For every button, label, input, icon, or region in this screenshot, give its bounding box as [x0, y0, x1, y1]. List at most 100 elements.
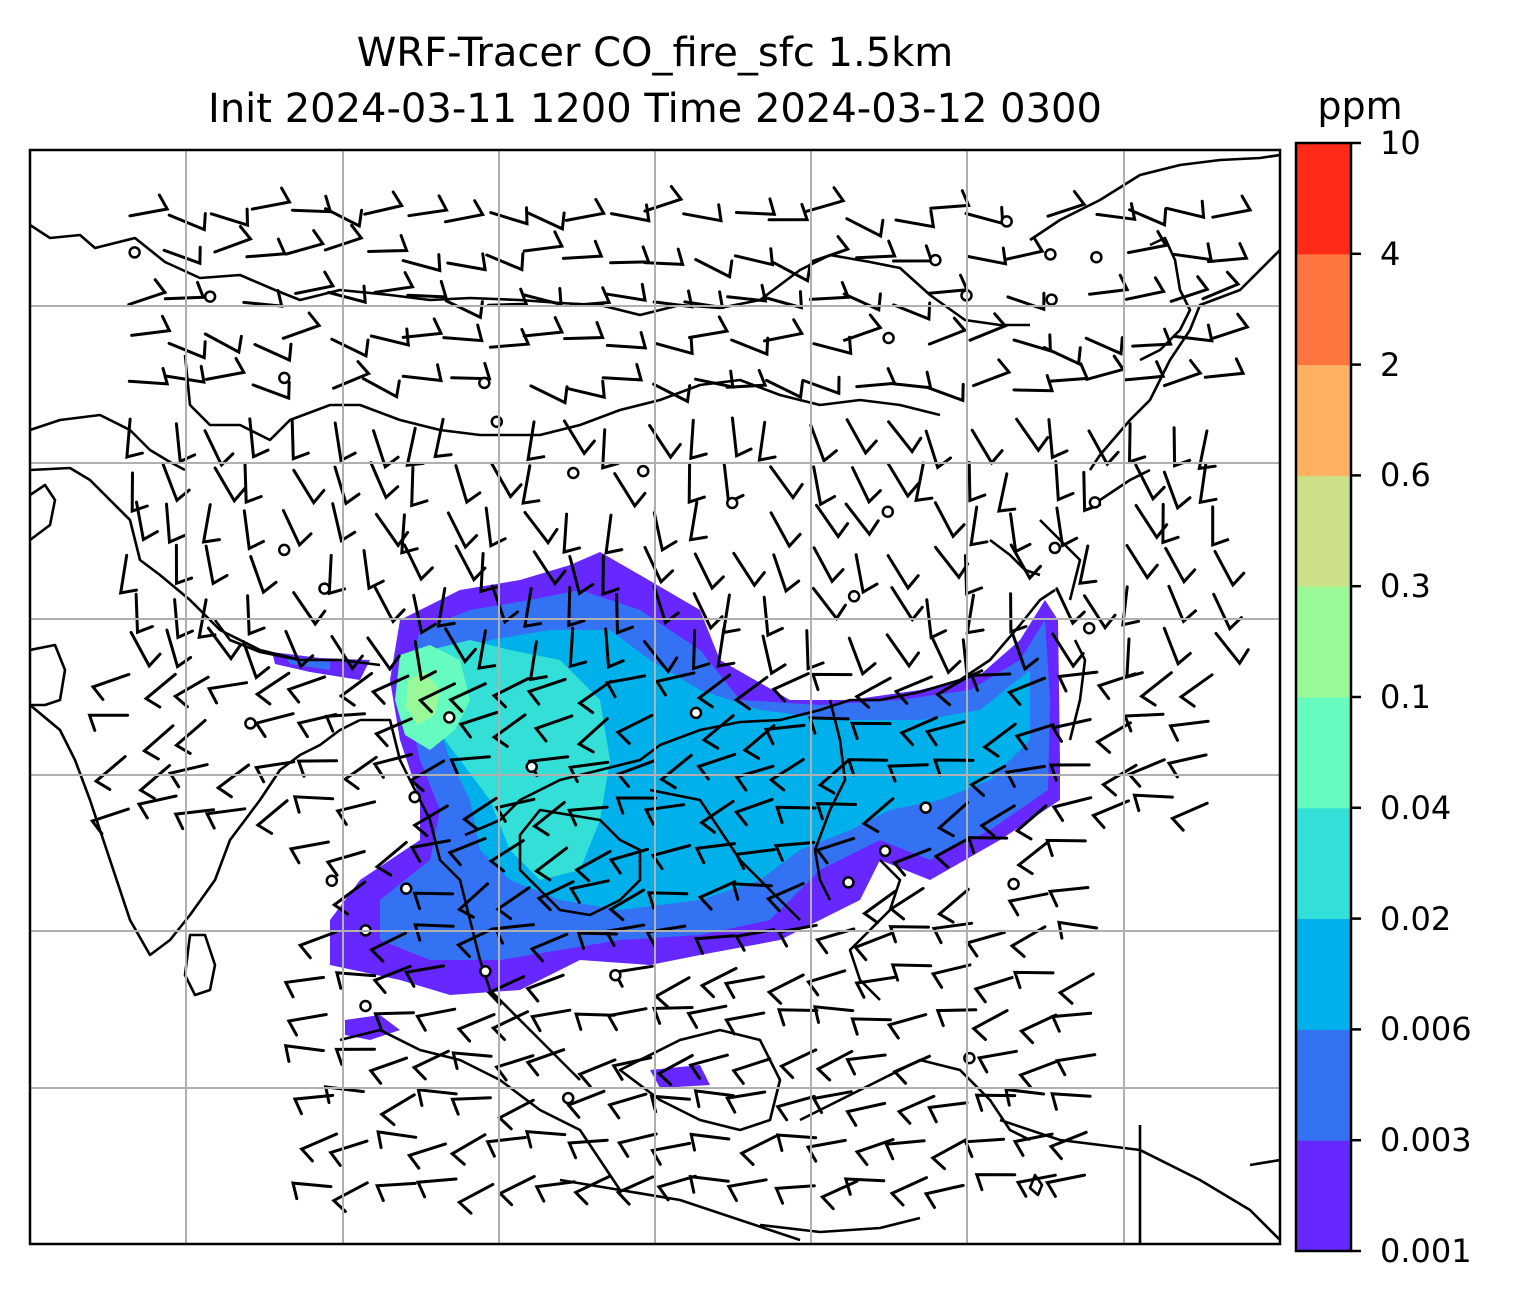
wind-barb [128, 193, 170, 218]
wind-barb [562, 512, 581, 554]
wind-barb [1006, 291, 1046, 312]
calm-marker [878, 844, 892, 858]
wind-barb [652, 584, 680, 625]
calm-marker [1048, 541, 1062, 555]
wind-barb [533, 714, 574, 743]
wind-barb [936, 801, 970, 838]
wind-barb [694, 258, 734, 279]
colorbar-tick-label: 0.006 [1380, 1010, 1472, 1049]
colorbar-segment [1296, 143, 1351, 255]
calm-marker [1000, 215, 1013, 228]
wind-barb [724, 1011, 766, 1036]
wind-barb [325, 850, 366, 877]
wind-barb [406, 1142, 447, 1170]
calm-marker [1007, 877, 1020, 891]
wind-barb [963, 1137, 1006, 1158]
wind-barb [811, 586, 847, 622]
wind-barb [134, 592, 154, 635]
wind-barb [854, 553, 879, 595]
wind-barb [567, 760, 610, 784]
wind-barb [1122, 712, 1165, 733]
wind-barb [362, 549, 385, 591]
wind-barb [933, 836, 971, 869]
wind-barb [284, 229, 326, 256]
wind-barb [204, 807, 247, 830]
wind-barb [332, 360, 372, 390]
wind-barb [1045, 838, 1087, 858]
calm-marker [443, 711, 456, 724]
wind-barb [1051, 632, 1085, 669]
wind-barb [567, 1138, 609, 1160]
wind-barb [568, 626, 588, 669]
wind-barb [292, 795, 335, 814]
wind-barb [601, 363, 644, 382]
wind-barb [576, 931, 619, 950]
wind-barb [892, 1054, 931, 1085]
wind-barb [730, 336, 770, 357]
wind-barb [1207, 242, 1249, 264]
wind-barb [363, 190, 405, 216]
wind-barb [529, 384, 569, 405]
wind-barb [1047, 418, 1069, 460]
wind-barb [1125, 637, 1144, 680]
wind-barb [253, 342, 293, 363]
wind-barb [845, 1101, 887, 1127]
wind-barb [1169, 275, 1210, 303]
wind-barb [206, 626, 242, 662]
calm-marker [689, 706, 703, 720]
wind-barb [812, 335, 853, 356]
wind-barb [408, 759, 446, 793]
wind-barb [574, 849, 612, 883]
wind-barb [887, 420, 923, 455]
wind-barb [650, 1141, 692, 1166]
wind-barb [1009, 512, 1032, 554]
wind-barb [135, 500, 159, 542]
wind-barb [413, 923, 455, 942]
wind-barb [846, 758, 889, 777]
wind-barb [1012, 1132, 1054, 1157]
wind-barb [734, 848, 776, 871]
wind-barb [292, 468, 326, 506]
wind-barb [847, 636, 877, 677]
wind-barb [1042, 346, 1082, 366]
wind-barb [1057, 920, 1099, 940]
wind-barb [283, 1044, 325, 1063]
wind-barb [90, 672, 131, 701]
co-plume [272, 552, 1060, 1088]
wind-barb [447, 837, 487, 867]
wind-barb [934, 673, 972, 707]
wind-barb [368, 931, 408, 963]
wind-barb [891, 370, 933, 390]
wind-barb [1203, 357, 1246, 379]
wind-barb [968, 312, 1008, 342]
wind-barb [458, 710, 499, 739]
wind-barb [893, 675, 933, 705]
wind-barb [494, 1054, 535, 1082]
calm-marker [1044, 248, 1057, 261]
wind-barb [484, 506, 507, 548]
calm-marker [963, 1051, 976, 1065]
wind-barb [769, 465, 804, 501]
wind-barb [652, 382, 692, 404]
wind-barb [567, 586, 586, 628]
wind-barb [1018, 1060, 1058, 1089]
wind-barb [648, 424, 682, 460]
wind-barb [167, 763, 209, 789]
wind-barb [127, 366, 170, 386]
wind-barb [292, 591, 327, 627]
gridlines [30, 150, 1280, 1244]
wind-barb [1054, 1053, 1097, 1077]
wind-barb [886, 1013, 928, 1040]
wind-barb [731, 1057, 772, 1085]
calm-marker [919, 801, 932, 814]
wind-barb [1161, 502, 1180, 545]
wind-barb [654, 335, 694, 356]
wind-barb [688, 500, 708, 542]
wind-barb [889, 1176, 928, 1207]
wind-barb [567, 805, 609, 827]
wind-barb [699, 966, 738, 999]
wind-barb [888, 925, 930, 944]
wind-barb [964, 205, 1005, 226]
wind-barb [1171, 242, 1213, 262]
wind-barb [436, 587, 456, 628]
